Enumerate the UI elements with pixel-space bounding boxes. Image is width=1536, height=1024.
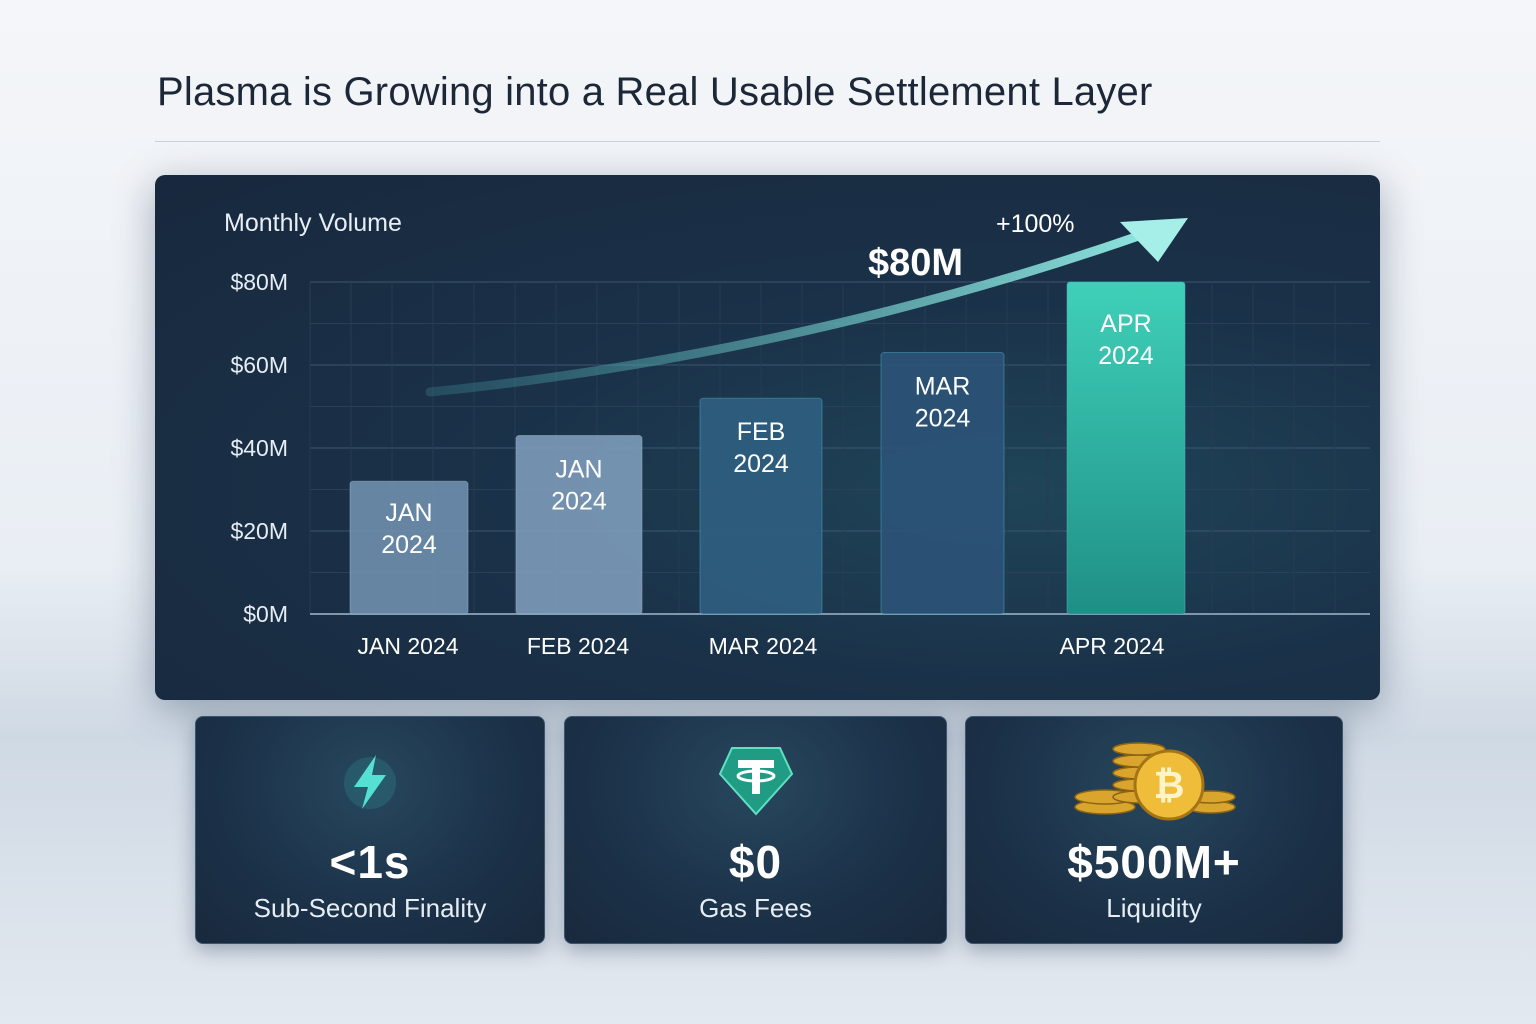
- growth-arrow-head: [1120, 218, 1188, 262]
- bar: [515, 435, 643, 615]
- stat-label: Sub-Second Finality: [253, 893, 487, 923]
- y-tick-label: $0M: [243, 601, 288, 627]
- stat-label: Liquidity: [1106, 893, 1202, 923]
- bar: [699, 397, 823, 615]
- bar: [349, 480, 469, 615]
- bar-label: FEB: [737, 418, 786, 446]
- bar-label: APR: [1100, 310, 1151, 338]
- stat-card-liquidity: ₿ $500M+ Liquidity: [965, 716, 1343, 944]
- y-tick-label: $80M: [230, 269, 288, 295]
- y-tick-label: $60M: [230, 352, 288, 378]
- bar-label: 2024: [381, 531, 437, 559]
- x-tick-label: APR 2024: [1060, 633, 1165, 659]
- bar-label: 2024: [733, 450, 789, 478]
- stat-value: $500M+: [1067, 836, 1241, 888]
- bar: [1066, 281, 1186, 615]
- y-tick-label: $40M: [230, 435, 288, 461]
- tether-icon: [565, 735, 946, 825]
- bitcoin-coins-icon: ₿: [966, 735, 1342, 825]
- x-tick-label: MAR 2024: [709, 633, 818, 659]
- stat-value: <1s: [329, 836, 411, 888]
- bar-label: MAR: [915, 373, 971, 401]
- stat-card-finality: <1s Sub-Second Finality: [195, 716, 545, 944]
- bar-label: JAN: [555, 456, 602, 484]
- bar: [880, 352, 1005, 615]
- growth-annotation: +100%: [996, 210, 1075, 238]
- stat-label: Gas Fees: [699, 893, 812, 923]
- stat-card-gas-fees: $0 Gas Fees: [564, 716, 947, 944]
- stat-value: $0: [728, 836, 783, 888]
- chart-title: Monthly Volume: [224, 209, 402, 237]
- svg-text:₿: ₿: [1154, 765, 1185, 807]
- x-tick-label: JAN 2024: [357, 633, 458, 659]
- y-tick-label: $20M: [230, 518, 288, 544]
- divider: [155, 141, 1380, 142]
- page-title: Plasma is Growing into a Real Usable Set…: [157, 70, 1153, 114]
- bar-label: JAN: [385, 499, 432, 527]
- x-tick-label: FEB 2024: [527, 633, 629, 659]
- bar-label: 2024: [915, 405, 971, 433]
- lightning-icon: [196, 735, 544, 825]
- bar-label: 2024: [551, 488, 607, 516]
- peak-value-annotation: $80M: [868, 242, 963, 284]
- growth-arrow: [425, 227, 1155, 397]
- bar-label: 2024: [1098, 342, 1154, 370]
